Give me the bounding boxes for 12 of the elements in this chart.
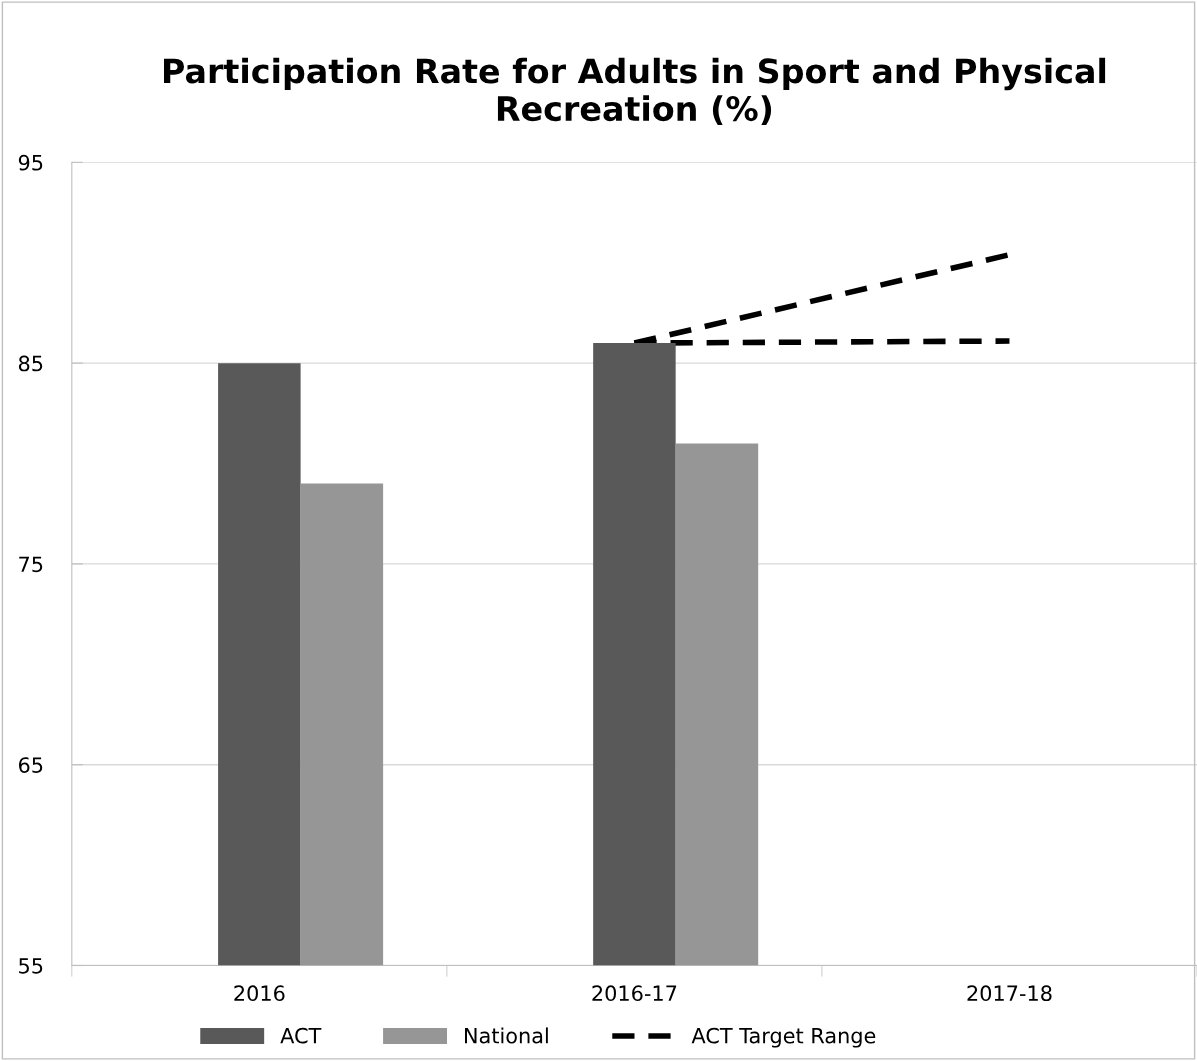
y-tick-label: 65 xyxy=(18,757,43,773)
chart-title: Participation Rate for Adults in Sport and Physical Recreation (%) xyxy=(164,57,1106,126)
legend-label: National xyxy=(465,1027,548,1044)
x-tick-label: 2016-17 xyxy=(592,985,677,1002)
legend-label: ACT xyxy=(280,1027,322,1044)
y-tick-label: 95 xyxy=(18,154,43,171)
x-tick-label: 2016 xyxy=(234,985,285,1002)
y-tick-label: 85 xyxy=(18,355,43,372)
y-tick-label: 75 xyxy=(19,556,43,573)
y-tick-label: 55 xyxy=(19,958,43,974)
legend-label: ACT Target Range xyxy=(691,1027,876,1048)
x-tick-label: 2017-18 xyxy=(967,985,1052,1002)
